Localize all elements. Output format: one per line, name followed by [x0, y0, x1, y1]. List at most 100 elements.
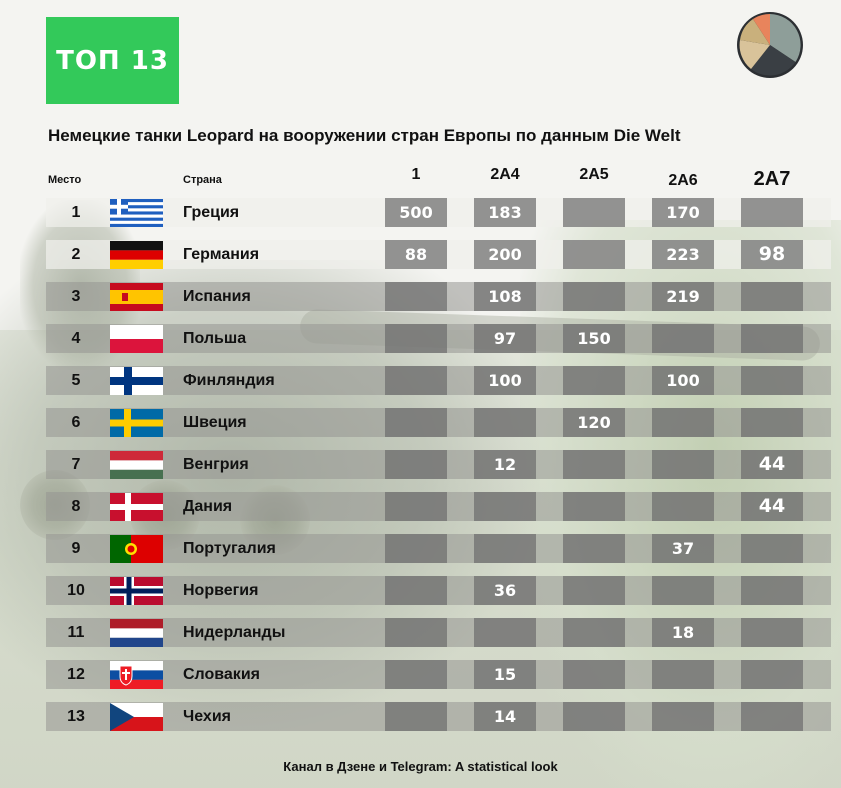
top-badge: ТОП 13 — [46, 17, 179, 104]
value-cell: 15 — [474, 660, 536, 689]
greece-flag-icon — [110, 199, 163, 227]
country-label: Швеция — [183, 414, 247, 431]
empty-cell — [385, 366, 447, 395]
czech-flag-icon — [110, 703, 163, 731]
value-cell: 223 — [652, 240, 714, 269]
rank-label: 12 — [67, 666, 85, 683]
poland-flag-icon — [110, 325, 163, 353]
rank-label: 9 — [71, 540, 81, 557]
empty-cell — [741, 618, 803, 647]
rank-label: 7 — [71, 456, 81, 473]
value-cell: 100 — [652, 366, 714, 395]
table-row: 6 Швеция 120 — [46, 408, 831, 437]
table-row: 5 Финляндия 100 100 — [46, 366, 831, 395]
empty-cell — [474, 492, 536, 521]
country-label: Нидерланды — [183, 624, 286, 641]
empty-cell — [741, 324, 803, 353]
header-model-2a7: 2A7 — [753, 168, 791, 190]
header-model-1: 1 — [411, 166, 421, 183]
empty-cell — [563, 198, 625, 227]
empty-cell — [741, 576, 803, 605]
country-label: Финляндия — [183, 372, 275, 389]
country-label: Словакия — [183, 666, 260, 683]
table-row: 10 Норвегия 36 — [46, 576, 831, 605]
finland-flag-icon — [110, 367, 163, 395]
spain-flag-icon — [110, 283, 163, 311]
empty-cell — [741, 198, 803, 227]
value-cell: 44 — [741, 450, 803, 479]
country-label: Португалия — [183, 540, 276, 557]
empty-cell — [741, 660, 803, 689]
table-row: 8 Дания 44 — [46, 492, 831, 521]
empty-cell — [563, 366, 625, 395]
empty-cell — [652, 408, 714, 437]
rank-label: 11 — [67, 624, 85, 641]
empty-cell — [385, 492, 447, 521]
rank-label: 3 — [71, 288, 81, 305]
table-row: 4 Польша 97 150 — [46, 324, 831, 353]
rank-label: 10 — [67, 582, 85, 599]
empty-cell — [563, 282, 625, 311]
empty-cell — [563, 240, 625, 269]
portugal-flag-icon — [110, 535, 163, 563]
norway-flag-icon — [110, 577, 163, 605]
empty-cell — [385, 282, 447, 311]
value-cell: 219 — [652, 282, 714, 311]
slovakia-flag-icon — [110, 661, 163, 689]
country-label: Норвегия — [183, 582, 259, 599]
empty-cell — [563, 492, 625, 521]
header-rank: Место — [48, 174, 82, 186]
chart-title: Немецкие танки Leopard на вооружении стр… — [48, 126, 681, 145]
empty-cell — [652, 492, 714, 521]
table-row: 12 Словакия 15 — [46, 660, 831, 689]
header-country: Страна — [183, 174, 222, 186]
value-cell: 44 — [741, 492, 803, 521]
country-label: Испания — [183, 288, 251, 305]
country-label: Германия — [183, 246, 260, 263]
table-row: 11 Нидерланды 18 — [46, 618, 831, 647]
value-cell: 183 — [474, 198, 536, 227]
value-cell: 12 — [474, 450, 536, 479]
empty-cell — [652, 660, 714, 689]
empty-cell — [385, 618, 447, 647]
empty-cell — [563, 660, 625, 689]
empty-cell — [563, 450, 625, 479]
table-row: 13 Чехия 14 — [46, 702, 831, 731]
footer-credit: Канал в Дзене и Telegram: A statistical … — [283, 759, 558, 774]
empty-cell — [474, 618, 536, 647]
value-cell: 97 — [474, 324, 536, 353]
country-label: Чехия — [183, 708, 231, 725]
country-label: Венгрия — [183, 456, 249, 473]
empty-cell — [563, 702, 625, 731]
empty-cell — [474, 534, 536, 563]
empty-cell — [385, 576, 447, 605]
hungary-flag-icon — [110, 451, 163, 479]
rank-label: 4 — [71, 330, 81, 347]
header-model-2a6: 2A6 — [668, 172, 698, 189]
rank-label: 1 — [71, 204, 81, 221]
germany-flag-icon — [110, 241, 163, 269]
empty-cell — [741, 282, 803, 311]
header-model-2a4: 2A4 — [490, 166, 520, 183]
value-cell: 36 — [474, 576, 536, 605]
value-cell: 150 — [563, 324, 625, 353]
empty-cell — [385, 702, 447, 731]
value-cell: 88 — [385, 240, 447, 269]
empty-cell — [652, 450, 714, 479]
sweden-flag-icon — [110, 409, 163, 437]
empty-cell — [474, 408, 536, 437]
empty-cell — [652, 324, 714, 353]
table-row: 7 Венгрия 12 44 — [46, 450, 831, 479]
empty-cell — [652, 576, 714, 605]
empty-cell — [385, 324, 447, 353]
table-row: 3 Испания 108 219 — [46, 282, 831, 311]
empty-cell — [563, 576, 625, 605]
header-model-2a5: 2A5 — [579, 166, 609, 183]
empty-cell — [385, 450, 447, 479]
value-cell: 500 — [385, 198, 447, 227]
value-cell: 200 — [474, 240, 536, 269]
empty-cell — [385, 408, 447, 437]
rank-label: 2 — [71, 246, 81, 263]
rank-label: 6 — [71, 414, 81, 431]
denmark-flag-icon — [110, 493, 163, 521]
